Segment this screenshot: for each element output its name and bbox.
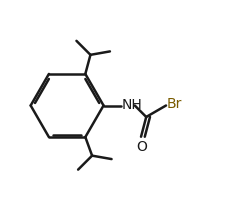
Text: Br: Br: [166, 97, 182, 111]
Text: O: O: [136, 141, 147, 154]
Text: NH: NH: [121, 98, 142, 112]
